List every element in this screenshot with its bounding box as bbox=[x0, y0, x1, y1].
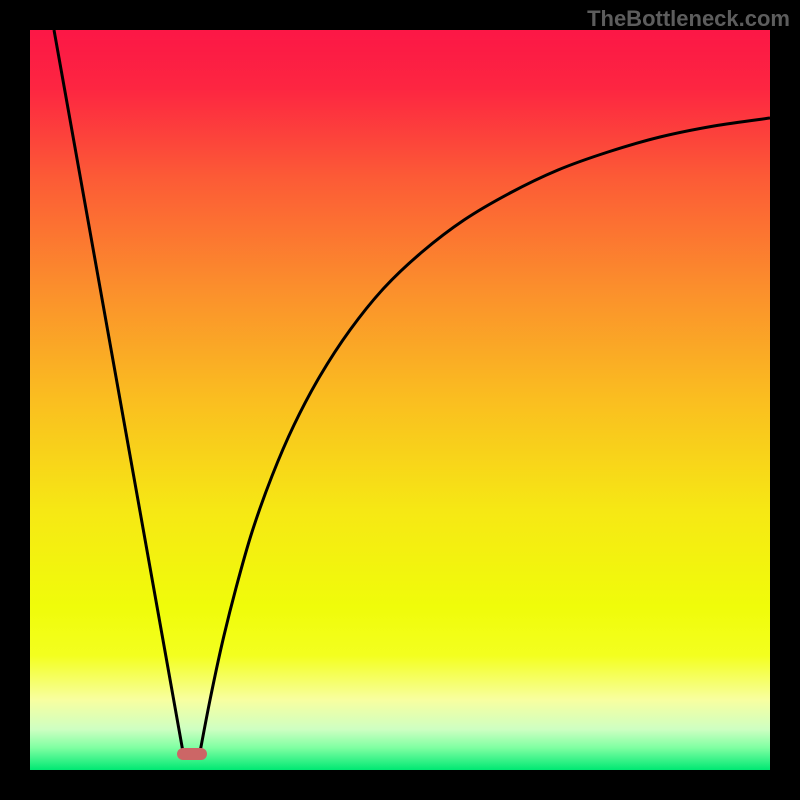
minimum-marker bbox=[177, 748, 207, 760]
watermark-text: TheBottleneck.com bbox=[587, 6, 790, 32]
left-curve-segment bbox=[54, 30, 183, 752]
right-curve-segment bbox=[200, 118, 770, 752]
curve-layer bbox=[30, 30, 770, 770]
chart-container: TheBottleneck.com bbox=[0, 0, 800, 800]
plot-area bbox=[30, 30, 770, 770]
